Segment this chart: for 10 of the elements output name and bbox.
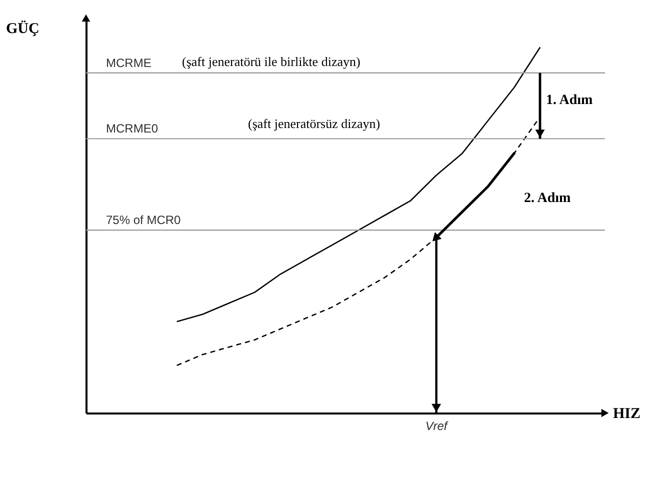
ref-line-label: 75% of MCR0 (106, 213, 182, 228)
annotation: (şaft jeneratörü ile birlikte dizayn) (182, 54, 360, 69)
annotation: 1. Adım (546, 93, 594, 108)
annotation: 2. Adım (524, 191, 572, 206)
y-axis-title: GÜÇ (6, 20, 40, 37)
x-axis-title: HIZ (613, 406, 641, 422)
ref-line-label: MCRME0 (106, 122, 158, 136)
text: Vref (425, 419, 449, 433)
ref-line-label: MCRME (106, 56, 152, 70)
annotation: (şaft jeneratörsüz dizayn) (248, 116, 380, 131)
